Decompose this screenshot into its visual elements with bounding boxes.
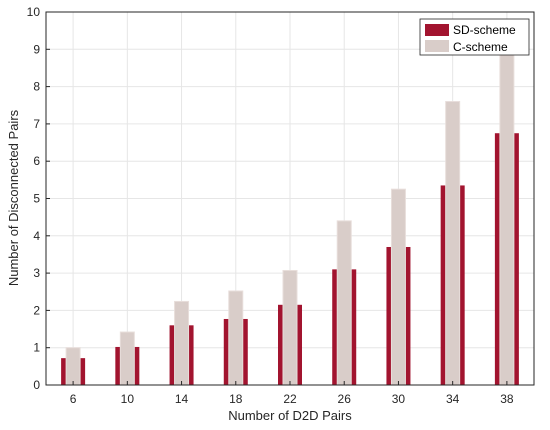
x-tick-label: 34 (446, 392, 460, 406)
legend-swatch-c-scheme (425, 40, 449, 52)
y-tick-label: 0 (33, 378, 40, 392)
legend-swatch-sd-scheme (425, 24, 449, 36)
y-tick-label: 7 (33, 117, 40, 131)
y-tick-label: 5 (33, 192, 40, 206)
bar-c-scheme (445, 101, 461, 386)
x-axis-ticks: 6 10 14 18 22 26 30 34 38 (70, 381, 514, 406)
x-tick-label: 10 (121, 392, 135, 406)
bar-c-scheme (228, 290, 244, 386)
x-tick-label: 18 (229, 392, 243, 406)
x-tick-label: 6 (70, 392, 77, 406)
x-tick-label: 38 (500, 392, 514, 406)
y-tick-label: 6 (33, 154, 40, 168)
y-tick-label: 2 (33, 303, 40, 317)
y-tick-label: 4 (33, 229, 40, 243)
bar-c-scheme (119, 331, 135, 386)
y-tick-label: 10 (27, 5, 41, 19)
y-axis-ticks: 0 1 2 3 4 5 6 7 8 9 10 (27, 5, 50, 392)
y-axis-label: Number of Disconnected Pairs (6, 109, 21, 286)
legend-label-sd-scheme: SD-scheme (453, 23, 516, 37)
bar-c-scheme (174, 300, 190, 386)
y-tick-label: 3 (33, 266, 40, 280)
bar-c-scheme (499, 53, 515, 386)
x-tick-label: 22 (283, 392, 297, 406)
x-axis-label: Number of D2D Pairs (228, 408, 352, 423)
legend: SD-scheme C-scheme (419, 18, 530, 56)
y-tick-label: 9 (33, 42, 40, 56)
legend-label-c-scheme: C-scheme (453, 40, 508, 54)
x-tick-label: 26 (338, 392, 352, 406)
y-tick-label: 1 (33, 341, 40, 355)
x-tick-label: 14 (175, 392, 189, 406)
bar-c-scheme (336, 220, 352, 386)
y-tick-label: 8 (33, 80, 40, 94)
x-tick-label: 30 (392, 392, 406, 406)
bar-c-scheme (390, 188, 406, 386)
bar-c-scheme (65, 347, 81, 386)
bars (61, 53, 519, 386)
bar-c-scheme (282, 269, 298, 386)
